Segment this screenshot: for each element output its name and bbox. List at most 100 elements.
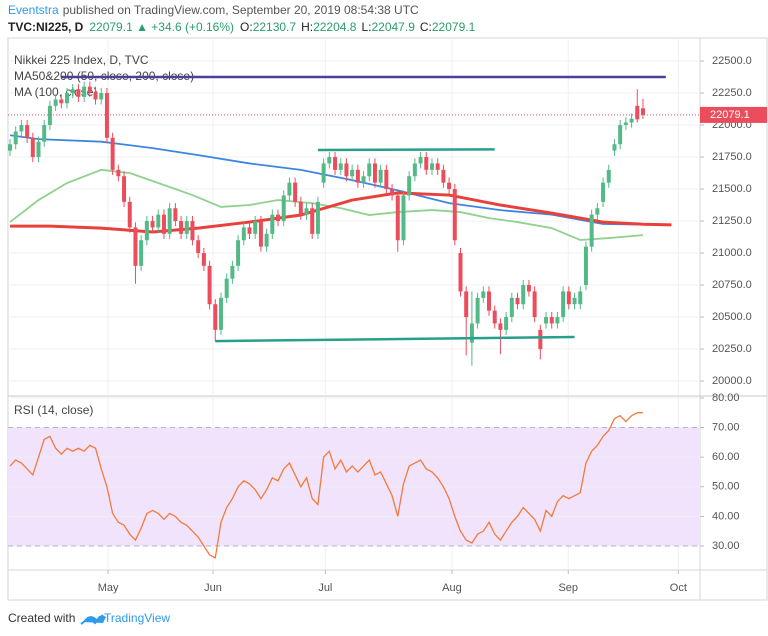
candle-body bbox=[418, 157, 423, 164]
tradingview-logo bbox=[80, 614, 106, 625]
candle-body bbox=[150, 221, 155, 228]
candle-body bbox=[281, 195, 286, 222]
candle-body bbox=[82, 86, 87, 97]
y-tick-label: 20000.0 bbox=[712, 375, 752, 387]
candle-body bbox=[464, 291, 469, 318]
candle-body bbox=[452, 189, 457, 241]
pane-title: RSI (14, close) bbox=[14, 403, 93, 417]
candle-body bbox=[224, 278, 229, 298]
candle-body bbox=[640, 108, 645, 115]
candle-body bbox=[30, 137, 35, 158]
chart-title: Nikkei 225 Index, D, TVC bbox=[14, 53, 149, 67]
ohlc-label: L: bbox=[361, 20, 371, 34]
candle-body bbox=[133, 227, 138, 266]
y-tick-label: 21750.0 bbox=[712, 151, 752, 163]
candle-body bbox=[469, 323, 474, 343]
candle-body bbox=[361, 176, 366, 183]
candle-body bbox=[42, 125, 47, 142]
y-tick-label: 22250.0 bbox=[712, 87, 752, 99]
candle-body bbox=[173, 208, 178, 222]
quote: 22079.1 ▲ +34.6 (+0.16%) bbox=[89, 20, 234, 34]
ohlc-value: 22079.1 bbox=[432, 20, 476, 34]
candle-body bbox=[36, 141, 41, 158]
candle-body bbox=[184, 221, 189, 234]
candle-body bbox=[538, 329, 543, 350]
ohlc-label: O: bbox=[240, 20, 253, 34]
brand: TradingView bbox=[104, 611, 170, 625]
candle-body bbox=[338, 163, 343, 170]
last-price-box bbox=[700, 106, 767, 123]
candle-body bbox=[367, 163, 372, 177]
candle-body bbox=[544, 317, 549, 324]
last-price-label: 22079.1 bbox=[710, 109, 750, 121]
candle-body bbox=[127, 201, 132, 228]
candle-body bbox=[561, 291, 566, 318]
y-tick-label: 21500.0 bbox=[712, 183, 752, 195]
published-note: published on TradingView.com, September … bbox=[63, 3, 419, 17]
x-tick-label: Jun bbox=[204, 582, 222, 594]
candle-body bbox=[8, 144, 12, 151]
candle-body bbox=[25, 125, 30, 138]
candle-body bbox=[521, 285, 526, 305]
candle-body bbox=[110, 137, 115, 170]
candle-body bbox=[447, 182, 452, 190]
y-tick-label: 20750.0 bbox=[712, 279, 752, 291]
chart-frame bbox=[7, 37, 768, 601]
candle-body bbox=[310, 208, 315, 234]
candle-body bbox=[441, 169, 446, 183]
candle-body bbox=[47, 105, 52, 126]
candle-body bbox=[424, 157, 429, 170]
candle-body bbox=[241, 227, 246, 241]
candle-body bbox=[583, 246, 588, 286]
candle-body bbox=[304, 208, 309, 215]
candle-body bbox=[623, 122, 628, 126]
candle-body bbox=[344, 163, 349, 177]
candle-body bbox=[53, 99, 58, 106]
candle-body bbox=[139, 240, 144, 266]
x-tick-label: Sep bbox=[558, 582, 578, 594]
candle-body bbox=[435, 163, 440, 170]
candle-body bbox=[612, 144, 617, 151]
created-with: Created with bbox=[8, 611, 75, 625]
candle-body bbox=[355, 169, 360, 183]
candle-body bbox=[298, 201, 303, 215]
candle-body bbox=[116, 169, 121, 177]
candle-body bbox=[247, 227, 252, 234]
candle-body bbox=[258, 221, 263, 247]
candle-body bbox=[167, 208, 172, 234]
ohlc-value: 22204.8 bbox=[313, 20, 357, 34]
candle-body bbox=[327, 157, 332, 164]
candle-body bbox=[429, 163, 434, 170]
y-tick-label: 21000.0 bbox=[712, 247, 752, 259]
candle-body bbox=[93, 91, 98, 100]
y-tick-label: 20250.0 bbox=[712, 343, 752, 355]
candle-body bbox=[350, 169, 355, 177]
y-tick-label: 21250.0 bbox=[712, 215, 752, 227]
candle-body bbox=[70, 89, 75, 94]
candle-body bbox=[487, 291, 492, 311]
candle-body bbox=[578, 291, 583, 305]
candle-body bbox=[515, 297, 520, 305]
candle-body bbox=[589, 214, 594, 247]
candle-body bbox=[572, 297, 577, 305]
candle-body bbox=[492, 310, 497, 324]
candle-body bbox=[179, 221, 184, 234]
y-tick-label: 80.00 bbox=[712, 392, 740, 404]
candle-body bbox=[287, 182, 292, 196]
candle-body bbox=[378, 169, 383, 183]
candle-body bbox=[87, 86, 92, 92]
candle-body bbox=[606, 169, 611, 183]
candle-body bbox=[504, 317, 509, 330]
rsi-line bbox=[9, 412, 643, 559]
candle-body bbox=[104, 93, 109, 138]
candle-body bbox=[526, 285, 531, 292]
candle-body bbox=[566, 291, 571, 305]
candle-body bbox=[19, 125, 24, 132]
y-tick-label: 60.00 bbox=[712, 451, 740, 463]
candle-body bbox=[475, 297, 480, 324]
candle-body bbox=[555, 317, 560, 324]
candle-body bbox=[156, 214, 161, 228]
candle-body bbox=[236, 240, 241, 266]
